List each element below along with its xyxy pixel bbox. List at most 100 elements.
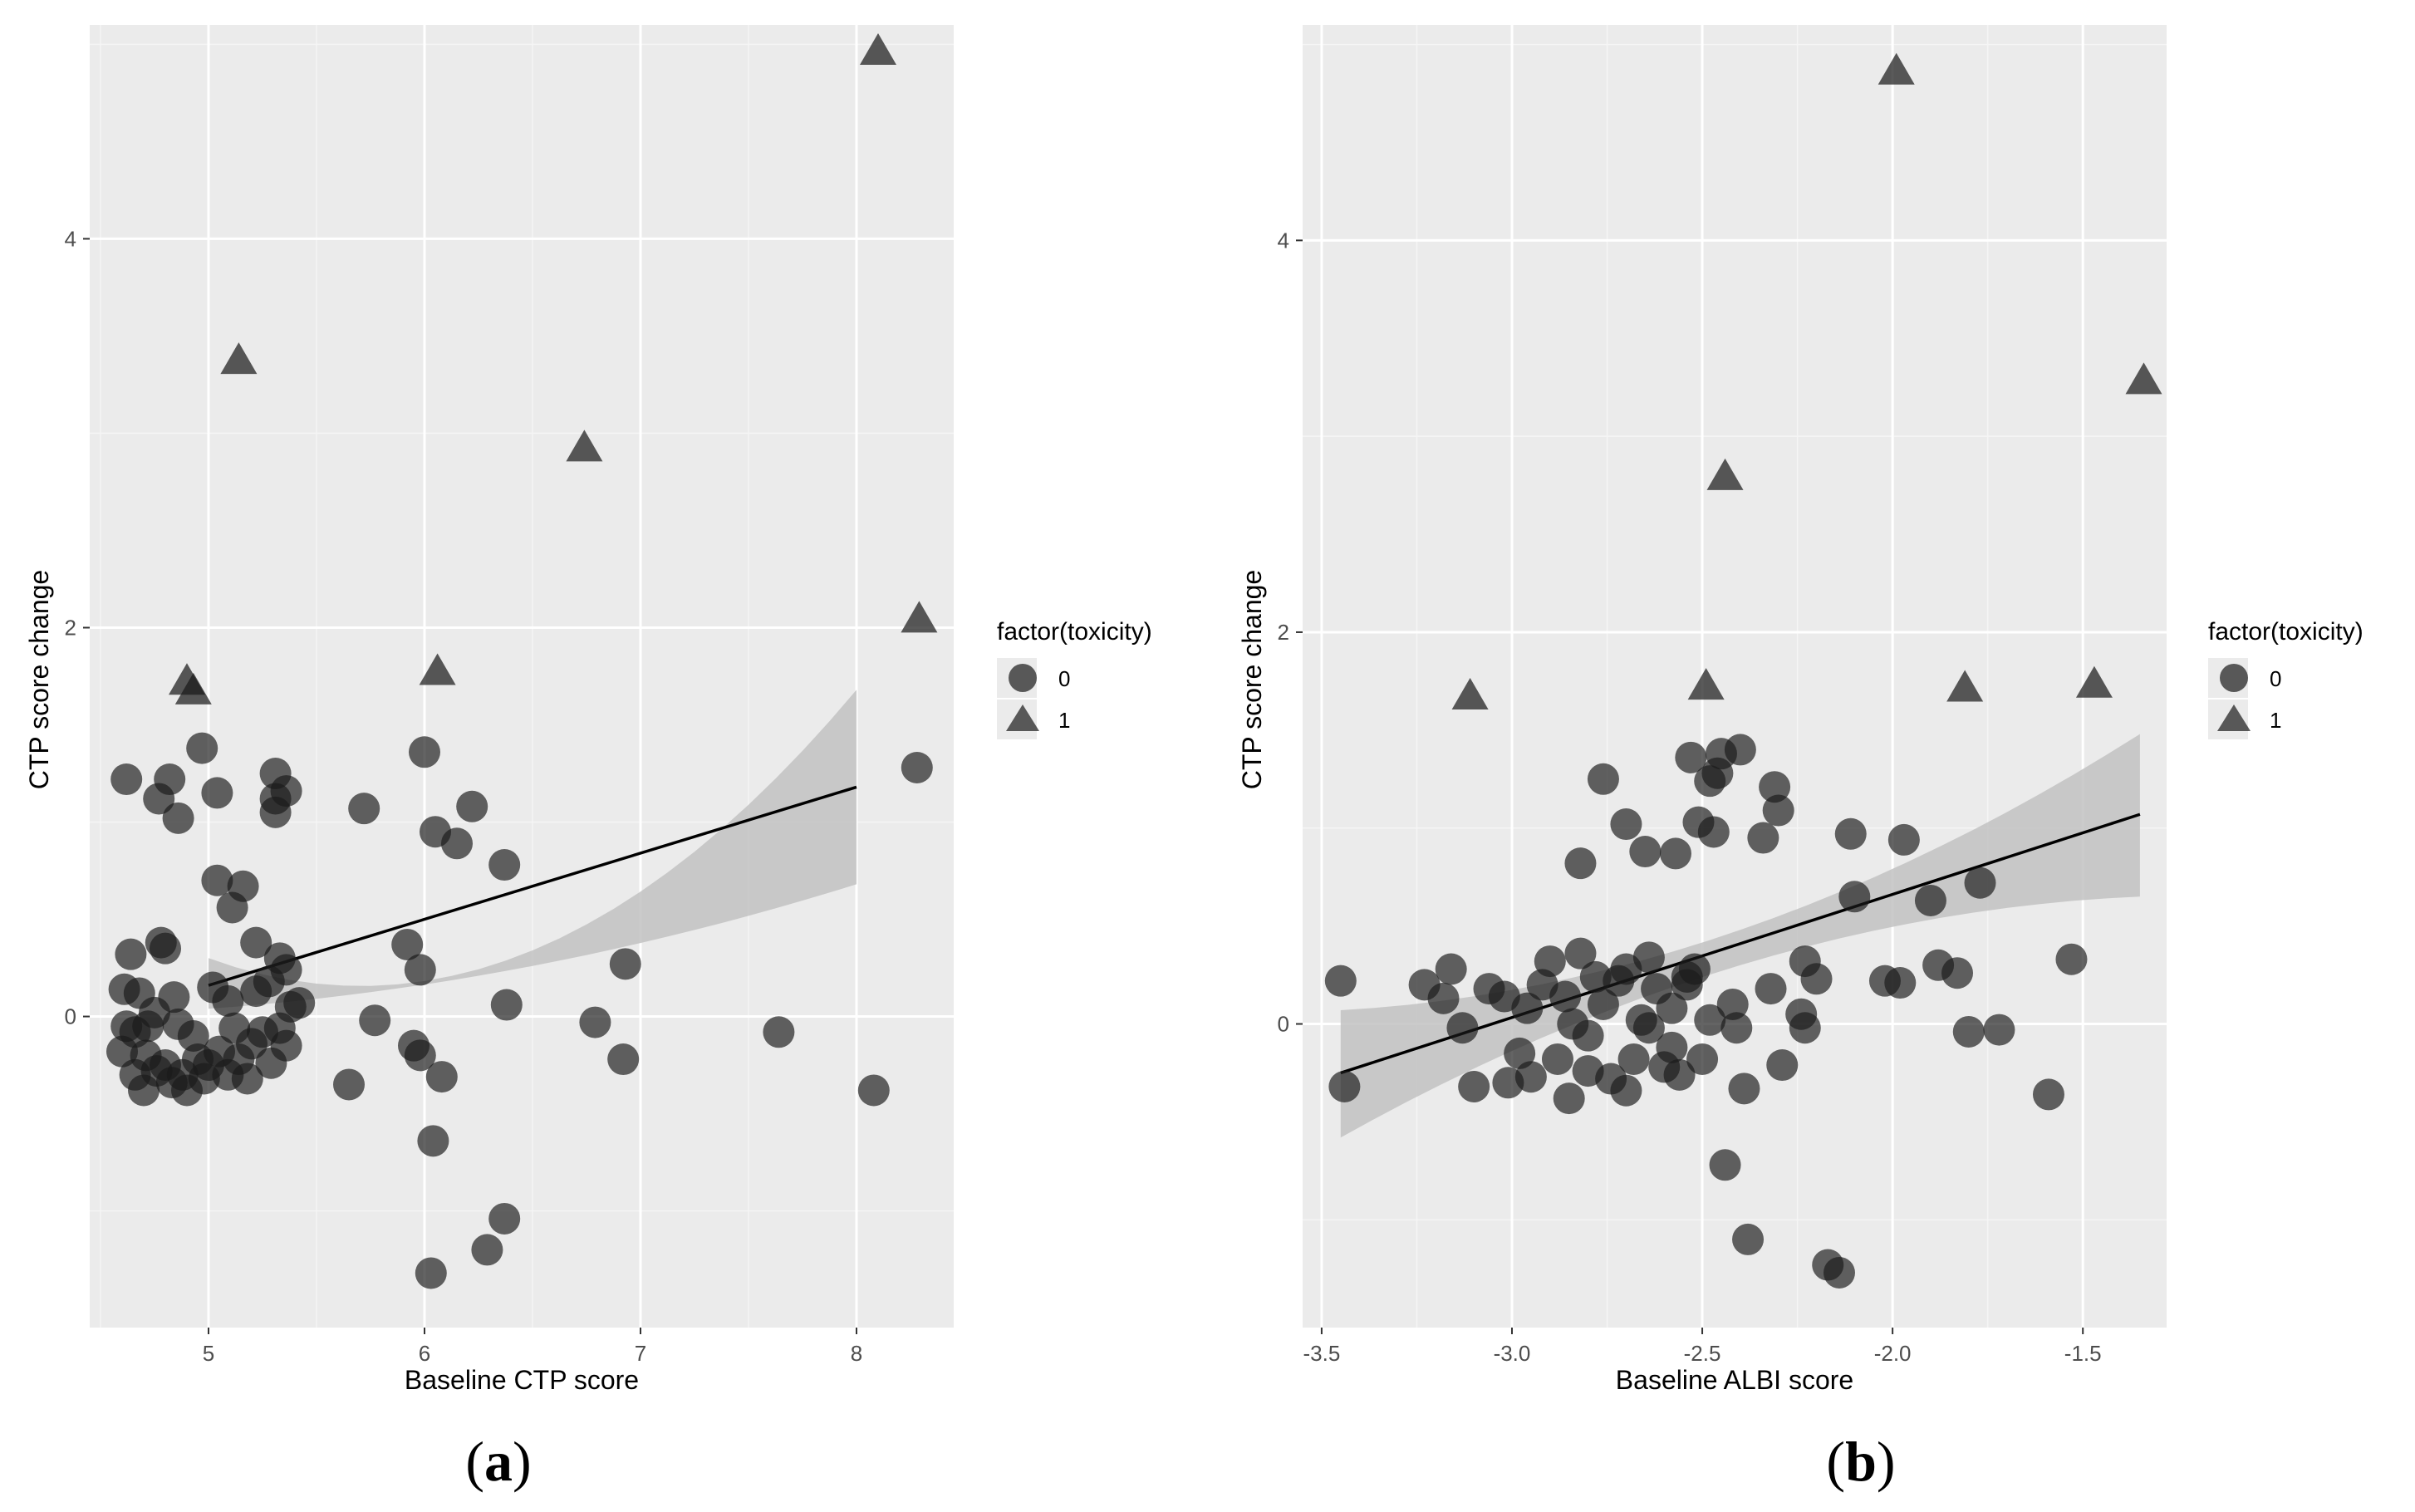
a-point-group-0	[409, 736, 440, 768]
b-point-group-0	[1694, 1004, 1726, 1036]
a-point-group-0	[240, 926, 272, 959]
a-point-group-0	[441, 827, 473, 860]
b-point-group-0	[1728, 1073, 1760, 1105]
panel-a-plot: 0 2 4 5 6 7 8 Baseline CTP score CTP score ch…	[24, 25, 1152, 1493]
a-point-group-1	[901, 601, 938, 633]
panel-a-y-axis-title: CTP score change	[24, 570, 54, 789]
b-point-group-1	[2125, 362, 2162, 395]
panel-b-legend-key-0-circle	[2220, 664, 2248, 692]
b-point-group-0	[1663, 1058, 1696, 1091]
a-point-group-0	[283, 987, 316, 1019]
a-point-group-0	[212, 984, 244, 1017]
b-point-group-1	[1878, 52, 1915, 85]
b-point-group-0	[1671, 960, 1703, 993]
a-point-group-0	[609, 948, 641, 980]
b-point-group-0	[1709, 1149, 1741, 1181]
a-point-group-0	[607, 1043, 640, 1076]
b-point-group-0	[1659, 837, 1691, 870]
b-point-group-0	[1549, 980, 1582, 1013]
a-point-group-0	[171, 1074, 203, 1107]
b-point-group-0	[1941, 957, 1974, 989]
panel-a-legend-key-1-triangle	[1006, 704, 1039, 731]
b-point-group-0	[1587, 988, 1619, 1020]
panel-a-confidence-band	[209, 690, 857, 1009]
b-point-group-0	[1656, 1031, 1688, 1063]
panel-b-label-letter: b	[1845, 1430, 1877, 1493]
panel-a-x-axis-title: Baseline CTP score	[405, 1365, 639, 1395]
b-point-group-0	[1610, 808, 1642, 841]
panel-a-regression-line	[208, 785, 857, 987]
b-point-group-0	[1564, 847, 1597, 880]
b-point-group-0	[1514, 1061, 1547, 1093]
panel-b-legend-title: factor(toxicity)	[2208, 618, 2363, 646]
a-point-group-0	[177, 1019, 209, 1052]
a-point-group-0	[348, 793, 380, 825]
a-point-group-0	[415, 1257, 447, 1289]
b-x-tick-label: -2.5	[1684, 1341, 1721, 1366]
a-point-group-0	[201, 777, 233, 809]
panel-a-legend-label-1: 1	[1058, 708, 1070, 733]
b-point-group-0	[1629, 836, 1662, 868]
panel-a-legend-label-0: 0	[1058, 666, 1070, 691]
a-point-group-0	[901, 751, 933, 783]
b-point-group-0	[1564, 937, 1597, 970]
a-point-group-0	[857, 1074, 890, 1107]
panel-b-plot: 0 2 4 -3.5 -3.0 -2.5 -2.0 -1.5 Baseline ALBI s…	[1237, 25, 2363, 1493]
a-point-group-0	[490, 989, 523, 1021]
b-point-group-1	[1706, 458, 1744, 490]
b-point-group-0	[2055, 943, 2088, 975]
b-point-group-0	[1324, 965, 1357, 997]
panel-b-label: (b)	[1826, 1430, 1895, 1493]
a-point-group-0	[404, 1039, 436, 1072]
b-point-group-1	[1946, 670, 1984, 702]
b-point-group-0	[1762, 794, 1794, 827]
panel-b-legend-label-1: 1	[2270, 708, 2281, 733]
panel-b-points	[1324, 52, 2162, 1289]
a-y-tick-label: 0	[65, 1004, 76, 1029]
b-point-group-0	[1553, 1082, 1585, 1115]
b-point-group-0	[1656, 992, 1688, 1024]
a-point-group-1	[220, 342, 258, 375]
panel-a-legend: factor(toxicity) 0 1	[997, 618, 1152, 739]
a-point-group-0	[106, 1035, 138, 1068]
a-point-group-0	[227, 870, 259, 902]
b-point-group-0	[1952, 1015, 1985, 1048]
b-point-group-0	[1732, 1223, 1765, 1255]
b-point-group-0	[1823, 1256, 1855, 1289]
b-point-group-0	[1838, 881, 1871, 913]
b-point-group-1	[2075, 665, 2113, 698]
panel-a-label: (a)	[465, 1430, 531, 1493]
b-x-tick-label: -2.0	[1874, 1341, 1912, 1366]
b-point-group-0	[1964, 866, 1996, 899]
b-y-tick-label: 4	[1278, 228, 1289, 253]
b-point-group-0	[1511, 992, 1544, 1024]
b-point-group-0	[1435, 953, 1467, 985]
b-point-group-0	[1884, 967, 1917, 999]
b-x-tick-label: -3.5	[1303, 1341, 1341, 1366]
a-point-group-0	[391, 928, 424, 960]
a-point-group-1	[860, 32, 896, 65]
panel-b-y-ticks: 0 2 4	[1278, 228, 1303, 1037]
a-point-group-0	[186, 732, 218, 764]
a-point-group-0	[333, 1068, 365, 1101]
b-point-group-1	[1451, 677, 1489, 709]
b-point-group-0	[1834, 817, 1867, 850]
b-point-group-0	[1572, 1019, 1604, 1052]
b-point-group-0	[1534, 945, 1566, 978]
a-x-tick-label: 8	[851, 1341, 862, 1366]
b-point-group-0	[1632, 1012, 1665, 1044]
b-point-group-0	[1800, 963, 1833, 995]
a-point-group-0	[270, 1029, 302, 1062]
b-point-group-0	[1504, 1037, 1536, 1069]
panel-a-x-ticks: 5 6 7 8	[203, 1328, 862, 1366]
b-point-group-0	[1914, 884, 1946, 916]
panel-a-points	[106, 32, 938, 1289]
panel-a-y-ticks: 0 2 4	[65, 226, 90, 1029]
a-point-group-0	[119, 1058, 151, 1091]
panel-a-background	[90, 25, 954, 1328]
a-point-group-0	[253, 965, 285, 998]
b-y-tick-label: 0	[1278, 1012, 1289, 1037]
panel-b-gridlines	[1303, 25, 2167, 1328]
a-point-group-0	[132, 1010, 164, 1043]
a-point-group-0	[150, 932, 181, 965]
